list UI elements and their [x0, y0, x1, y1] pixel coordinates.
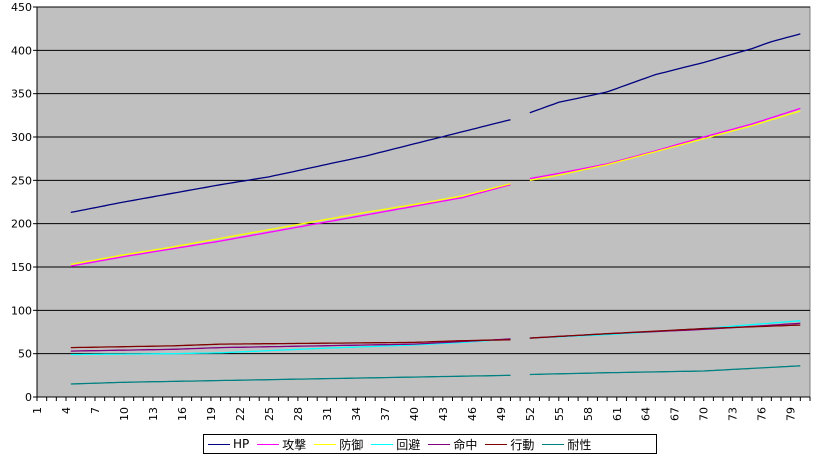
- legend-item: 回避: [371, 436, 420, 453]
- x-tick-label: 1: [31, 407, 44, 414]
- legend-swatch: [208, 444, 230, 445]
- x-tick-label: 73: [727, 407, 740, 421]
- y-tick-label: 0: [25, 391, 32, 404]
- x-tick-label: 22: [234, 407, 247, 421]
- legend-item: 耐性: [542, 436, 591, 453]
- x-tick-label: 7: [89, 407, 102, 414]
- x-tick-label: 10: [118, 407, 131, 421]
- legend-swatch: [485, 444, 507, 445]
- x-tick-label: 13: [147, 407, 160, 421]
- x-tick-label: 58: [582, 407, 595, 421]
- x-tick-label: 43: [437, 407, 450, 421]
- legend-item: HP: [208, 437, 249, 451]
- y-tick-label: 250: [11, 174, 32, 187]
- legend-label: 耐性: [567, 436, 591, 453]
- x-tick-label: 4: [60, 407, 73, 414]
- legend-swatch: [257, 444, 279, 445]
- legend-swatch: [542, 444, 564, 445]
- x-tick-label: 31: [321, 407, 334, 421]
- legend: HP 攻撃 防御 回避 命中 行動 耐性: [203, 434, 657, 454]
- legend-label: HP: [233, 437, 249, 451]
- x-tick-label: 25: [263, 407, 276, 421]
- x-tick-label: 79: [785, 407, 798, 421]
- x-tick-label: 28: [292, 407, 305, 421]
- x-tick-label: 67: [669, 407, 682, 421]
- x-tick-label: 64: [640, 407, 653, 421]
- legend-label: 攻撃: [282, 436, 306, 453]
- y-tick-labels: 0 50 100 150 200 250 300 350 400 450: [11, 1, 32, 404]
- y-tick-label: 400: [11, 44, 32, 57]
- legend-swatch: [371, 444, 393, 445]
- y-tick-label: 200: [11, 218, 32, 231]
- x-tick-label: 55: [553, 407, 566, 421]
- x-tick-label: 52: [524, 407, 537, 421]
- x-tick-label: 16: [176, 407, 189, 421]
- y-tick-label: 300: [11, 131, 32, 144]
- x-tick-label: 49: [495, 407, 508, 421]
- legend-swatch: [428, 444, 450, 445]
- legend-label: 行動: [510, 436, 534, 453]
- x-tick-label: 37: [379, 407, 392, 421]
- x-tick-label: 70: [698, 407, 711, 421]
- x-tick-label: 34: [350, 407, 363, 421]
- legend-label: 防御: [339, 436, 363, 453]
- legend-label: 回避: [396, 436, 420, 453]
- x-tick-label: 19: [205, 407, 218, 421]
- x-tick-label: 46: [466, 407, 479, 421]
- legend-item: 行動: [485, 436, 534, 453]
- x-tick-label: 76: [756, 407, 769, 421]
- legend-item: 攻撃: [257, 436, 306, 453]
- y-tick-label: 100: [11, 304, 32, 317]
- y-tick-label: 450: [11, 1, 32, 14]
- y-tick-label: 50: [18, 348, 32, 361]
- legend-label: 命中: [453, 436, 477, 453]
- x-tick-labels: 1 4 7 10 13 16 19 22 25 28 31 34 37 40 43 46 49 52 55 58 61 6…: [31, 407, 798, 421]
- legend-swatch: [314, 444, 336, 445]
- legend-item: 命中: [428, 436, 477, 453]
- y-tick-label: 150: [11, 261, 32, 274]
- legend-item: 防御: [314, 436, 363, 453]
- x-tick-label: 40: [408, 407, 421, 421]
- x-tick-label: 61: [611, 407, 624, 421]
- y-tick-label: 350: [11, 88, 32, 101]
